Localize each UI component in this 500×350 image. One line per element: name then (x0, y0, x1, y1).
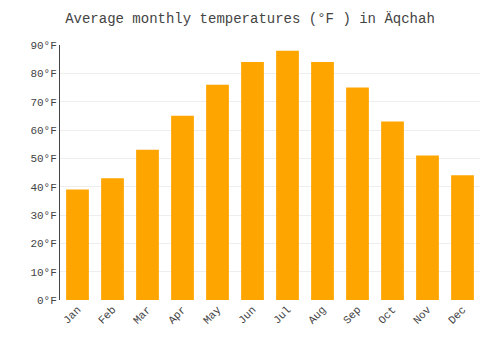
svg-text:0°F: 0°F (37, 295, 57, 307)
svg-text:Dec: Dec (446, 304, 468, 326)
svg-text:May: May (201, 304, 224, 327)
svg-text:Jan: Jan (61, 304, 83, 326)
svg-text:Average monthly temperatures (: Average monthly temperatures (°F ) in Äq… (65, 10, 435, 27)
svg-text:90°F: 90°F (30, 40, 56, 52)
svg-text:60°F: 60°F (30, 125, 56, 137)
svg-text:Sep: Sep (341, 304, 363, 326)
svg-text:Oct: Oct (376, 304, 398, 326)
svg-text:Aug: Aug (306, 304, 328, 326)
svg-text:Mar: Mar (131, 304, 153, 326)
svg-text:Nov: Nov (411, 304, 434, 327)
svg-text:Feb: Feb (96, 304, 118, 326)
svg-text:80°F: 80°F (30, 68, 56, 80)
svg-text:70°F: 70°F (30, 97, 56, 109)
svg-text:50°F: 50°F (30, 153, 56, 165)
svg-text:10°F: 10°F (30, 267, 56, 279)
svg-text:Jun: Jun (236, 304, 258, 326)
svg-text:Jul: Jul (271, 304, 293, 326)
svg-text:20°F: 20°F (30, 238, 56, 250)
svg-text:Apr: Apr (166, 304, 188, 326)
svg-text:40°F: 40°F (30, 182, 56, 194)
svg-text:30°F: 30°F (30, 210, 56, 222)
